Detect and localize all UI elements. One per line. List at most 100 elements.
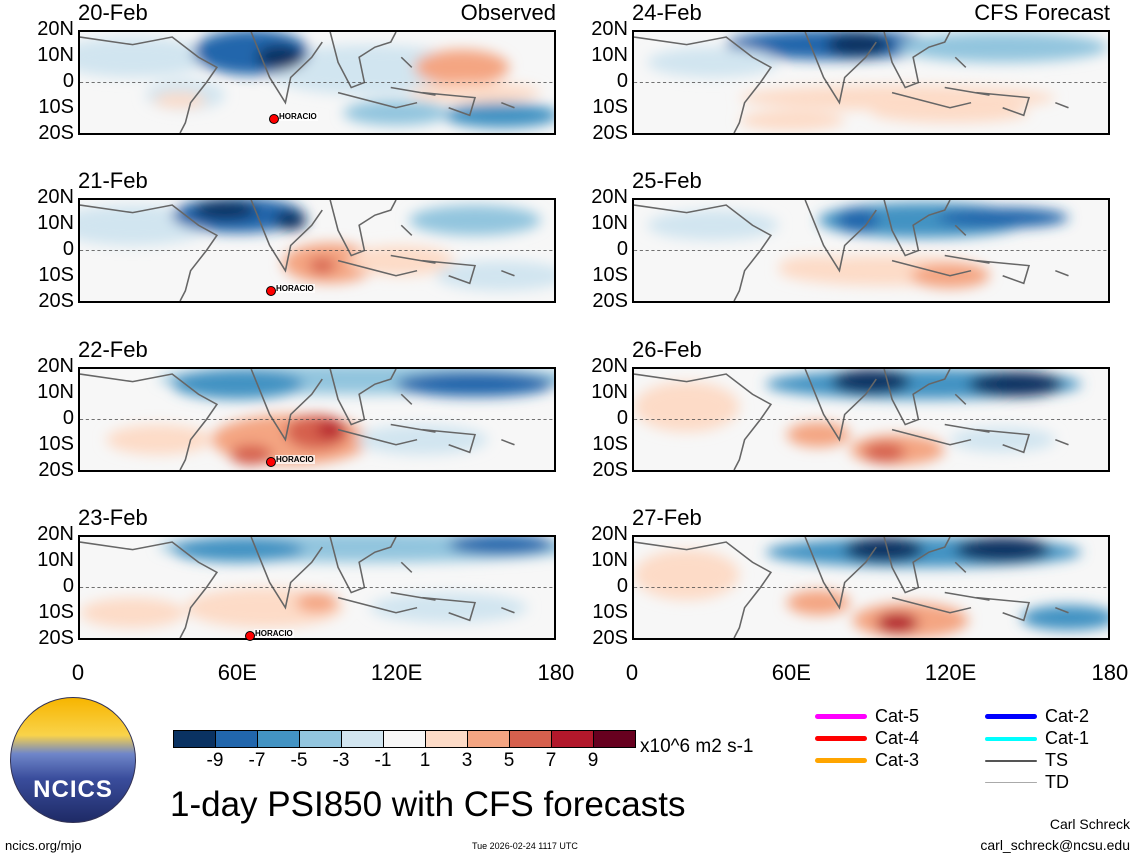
contour-region (897, 32, 1108, 63)
colorbar-swatch (426, 731, 468, 747)
colorbar-tick-label: -3 (332, 750, 350, 771)
contour-region (396, 371, 554, 397)
track-legend-item: TS (985, 750, 1068, 771)
storm-label: HORACIO (275, 284, 315, 293)
psi850-contour-map (632, 30, 1110, 135)
latitude-label: 10S (592, 96, 628, 118)
map-panel-23-Feb: HORACIO (78, 535, 556, 641)
colorbar-swatch (342, 731, 384, 747)
latitude-label: 20S (592, 290, 628, 312)
latitude-label: 0 (62, 238, 74, 260)
contour-region (871, 102, 1029, 123)
latitude-label: 0 (62, 575, 74, 597)
contour-region (172, 369, 304, 400)
contour-region (647, 47, 779, 78)
latitude-label: 20N (37, 186, 74, 208)
ncics-logo: NCICS (10, 697, 136, 823)
author-email[interactable]: carl_schreck@ncsu.edu (980, 837, 1130, 853)
colorbar-tick-label: 1 (419, 750, 431, 771)
track-line-swatch (985, 782, 1037, 783)
contour-region (968, 371, 1064, 397)
longitude-label: 0 (625, 660, 639, 685)
latitude-label: 20S (592, 122, 628, 144)
track-legend-item: Cat-2 (985, 706, 1089, 727)
track-legend-item: Cat-3 (815, 750, 919, 771)
longitude-label: 120E (924, 660, 977, 685)
latitude-label: 20N (591, 186, 628, 208)
contour-region (955, 537, 1051, 563)
contour-region (317, 422, 344, 438)
contour-region (348, 245, 454, 276)
legend-label: TS (1045, 750, 1069, 770)
colorbar (173, 730, 636, 748)
track-line-swatch (985, 759, 1037, 762)
contour-region (826, 32, 890, 58)
colorbar-swatch (510, 731, 552, 747)
longitude-label: 120E (370, 660, 423, 685)
legend-label: Cat-1 (1045, 728, 1090, 748)
colorbar-tick-label: -7 (248, 750, 266, 771)
latitude-label: 20N (37, 355, 74, 377)
longitude-label: 180 (1091, 660, 1129, 685)
latitude-label: 10N (37, 44, 74, 66)
longitude-label: 0 (71, 660, 85, 685)
latitude-label: 20S (38, 459, 74, 481)
map-panel-26-Feb (632, 367, 1110, 472)
map-panel-27-Feb (632, 535, 1110, 640)
panel-date: 26-Feb (632, 337, 702, 362)
storm-label: HORACIO (278, 112, 318, 121)
psi850-contour-map (632, 367, 1110, 472)
colorbar-swatch (300, 731, 342, 747)
coastline (634, 32, 1069, 133)
track-line-swatch (985, 736, 1037, 741)
latitude-label: 10N (591, 549, 628, 571)
colorbar-tick-label: 3 (461, 750, 473, 771)
latitude-label: 20N (37, 523, 74, 545)
latitude-label: 20S (38, 290, 74, 312)
track-legend-item: Cat-1 (985, 728, 1089, 749)
contour-region (274, 210, 307, 231)
latitude-label: 20N (591, 355, 628, 377)
contour-region (409, 82, 541, 103)
contour-region (443, 102, 554, 128)
colorbar-swatch (258, 731, 300, 747)
website-link[interactable]: ncics.org/mjo (5, 838, 82, 853)
colorbar-swatch (552, 731, 594, 747)
colorbar-tick-label: -1 (374, 750, 392, 771)
latitude-label: 10N (37, 212, 74, 234)
contour-region (80, 37, 212, 78)
coastline (80, 369, 515, 470)
contour-region (309, 258, 336, 274)
track-legend-item: Cat-5 (815, 706, 919, 727)
legend-label: Cat-4 (875, 728, 920, 748)
panel-date: 20-Feb (78, 0, 148, 25)
coastline (80, 200, 515, 301)
storm-track-marker (266, 286, 276, 296)
panel-type-label: Observed (460, 0, 556, 25)
contour-region (172, 537, 304, 563)
logo-text: NCICS (33, 776, 113, 803)
map-panel-25-Feb (632, 198, 1110, 303)
contour-region (786, 590, 850, 616)
map-panel-24-Feb (632, 30, 1110, 135)
legend-label: Cat-2 (1045, 706, 1090, 726)
panel-date: 21-Feb (78, 168, 148, 193)
storm-track-marker (266, 457, 276, 467)
track-legend-item: Cat-4 (815, 728, 919, 749)
latitude-label: 0 (616, 407, 628, 429)
latitude-label: 10S (592, 601, 628, 623)
panel-date: 24-Feb (632, 0, 702, 25)
longitude-label: 180 (537, 660, 575, 685)
latitude-label: 20S (592, 459, 628, 481)
track-line-swatch (815, 714, 867, 719)
contour-region (256, 44, 304, 70)
latitude-label: 10S (38, 264, 74, 286)
track-line-swatch (815, 736, 867, 741)
psi850-contour-map (78, 198, 556, 303)
track-legend-item: TD (985, 772, 1069, 793)
legend-label: Cat-5 (875, 706, 920, 726)
contour-region (409, 205, 541, 236)
latitude-label: 20S (592, 627, 628, 649)
latitude-label: 20N (591, 18, 628, 40)
coastline (80, 32, 515, 133)
